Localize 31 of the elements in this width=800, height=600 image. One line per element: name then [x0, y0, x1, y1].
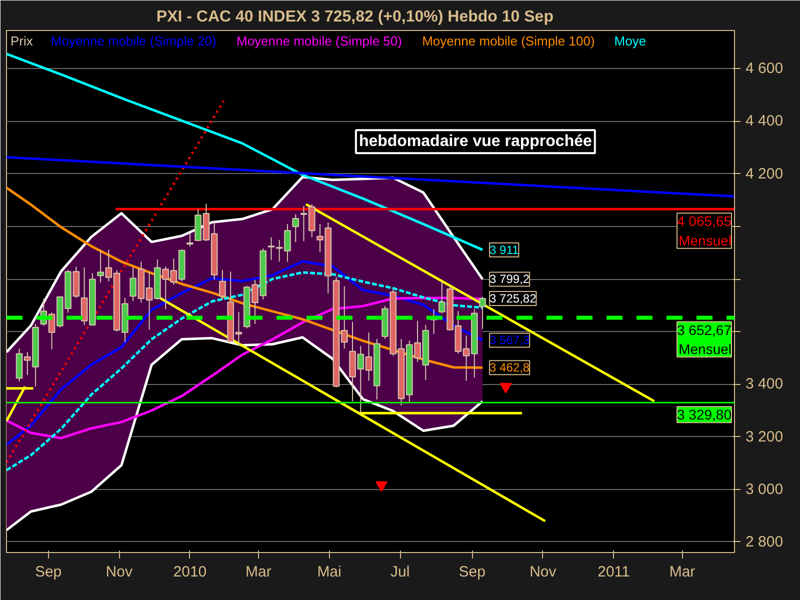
text: Moyenne mobile (Simple 20) — [50, 34, 216, 48]
x-tick-label: Jul — [390, 564, 410, 580]
x-tick-label: Sep — [458, 564, 486, 580]
data-label: 3 462,8 — [490, 360, 530, 375]
annotation: 3 725,82 — [490, 292, 537, 306]
y-tick-label: 3 200 — [746, 428, 784, 446]
y-tick-label: 3 400 — [746, 376, 784, 393]
x-tick-label: 2011 — [598, 564, 630, 580]
annotation: 3 799,2 — [490, 272, 530, 286]
y-tick-label: 4 200 — [746, 165, 784, 182]
y-tick-label: 4 600 — [746, 60, 784, 78]
ref-line-label: 3 652,67 Mensuel — [677, 322, 732, 357]
x-tick-label: Nov — [530, 564, 557, 580]
x-tick-label: Mai — [317, 564, 342, 580]
x-tick-label: Nov — [106, 564, 133, 580]
data-label: 3 567,3 — [490, 333, 530, 348]
y-tick-label: 4 400 — [746, 112, 784, 130]
x-tick-label: Mar — [669, 564, 696, 580]
x-tick-label: Mar — [246, 564, 272, 580]
x-tick-label: 2010 — [173, 564, 207, 580]
text: Moye — [614, 34, 646, 48]
text: Moyenne mobile (Simple 100) — [422, 34, 595, 48]
y-tick-label: 3 000 — [746, 480, 784, 498]
text: Prix — [10, 34, 34, 48]
chart-title: PXI - CAC 40 INDEX 3 725,82 (+0,10%) Hebdo 10 Sep — [156, 8, 554, 26]
y-tick-label: 2 800 — [746, 533, 784, 550]
data-label: 3 911 — [490, 242, 520, 257]
text: Moyenne mobile (Simple 50) — [236, 34, 402, 48]
annotation: hebdomadaire vue rapprochée — [358, 133, 592, 150]
x-tick-label: Sep — [34, 564, 62, 580]
ref-line-label: 3 329,80 — [677, 406, 732, 423]
